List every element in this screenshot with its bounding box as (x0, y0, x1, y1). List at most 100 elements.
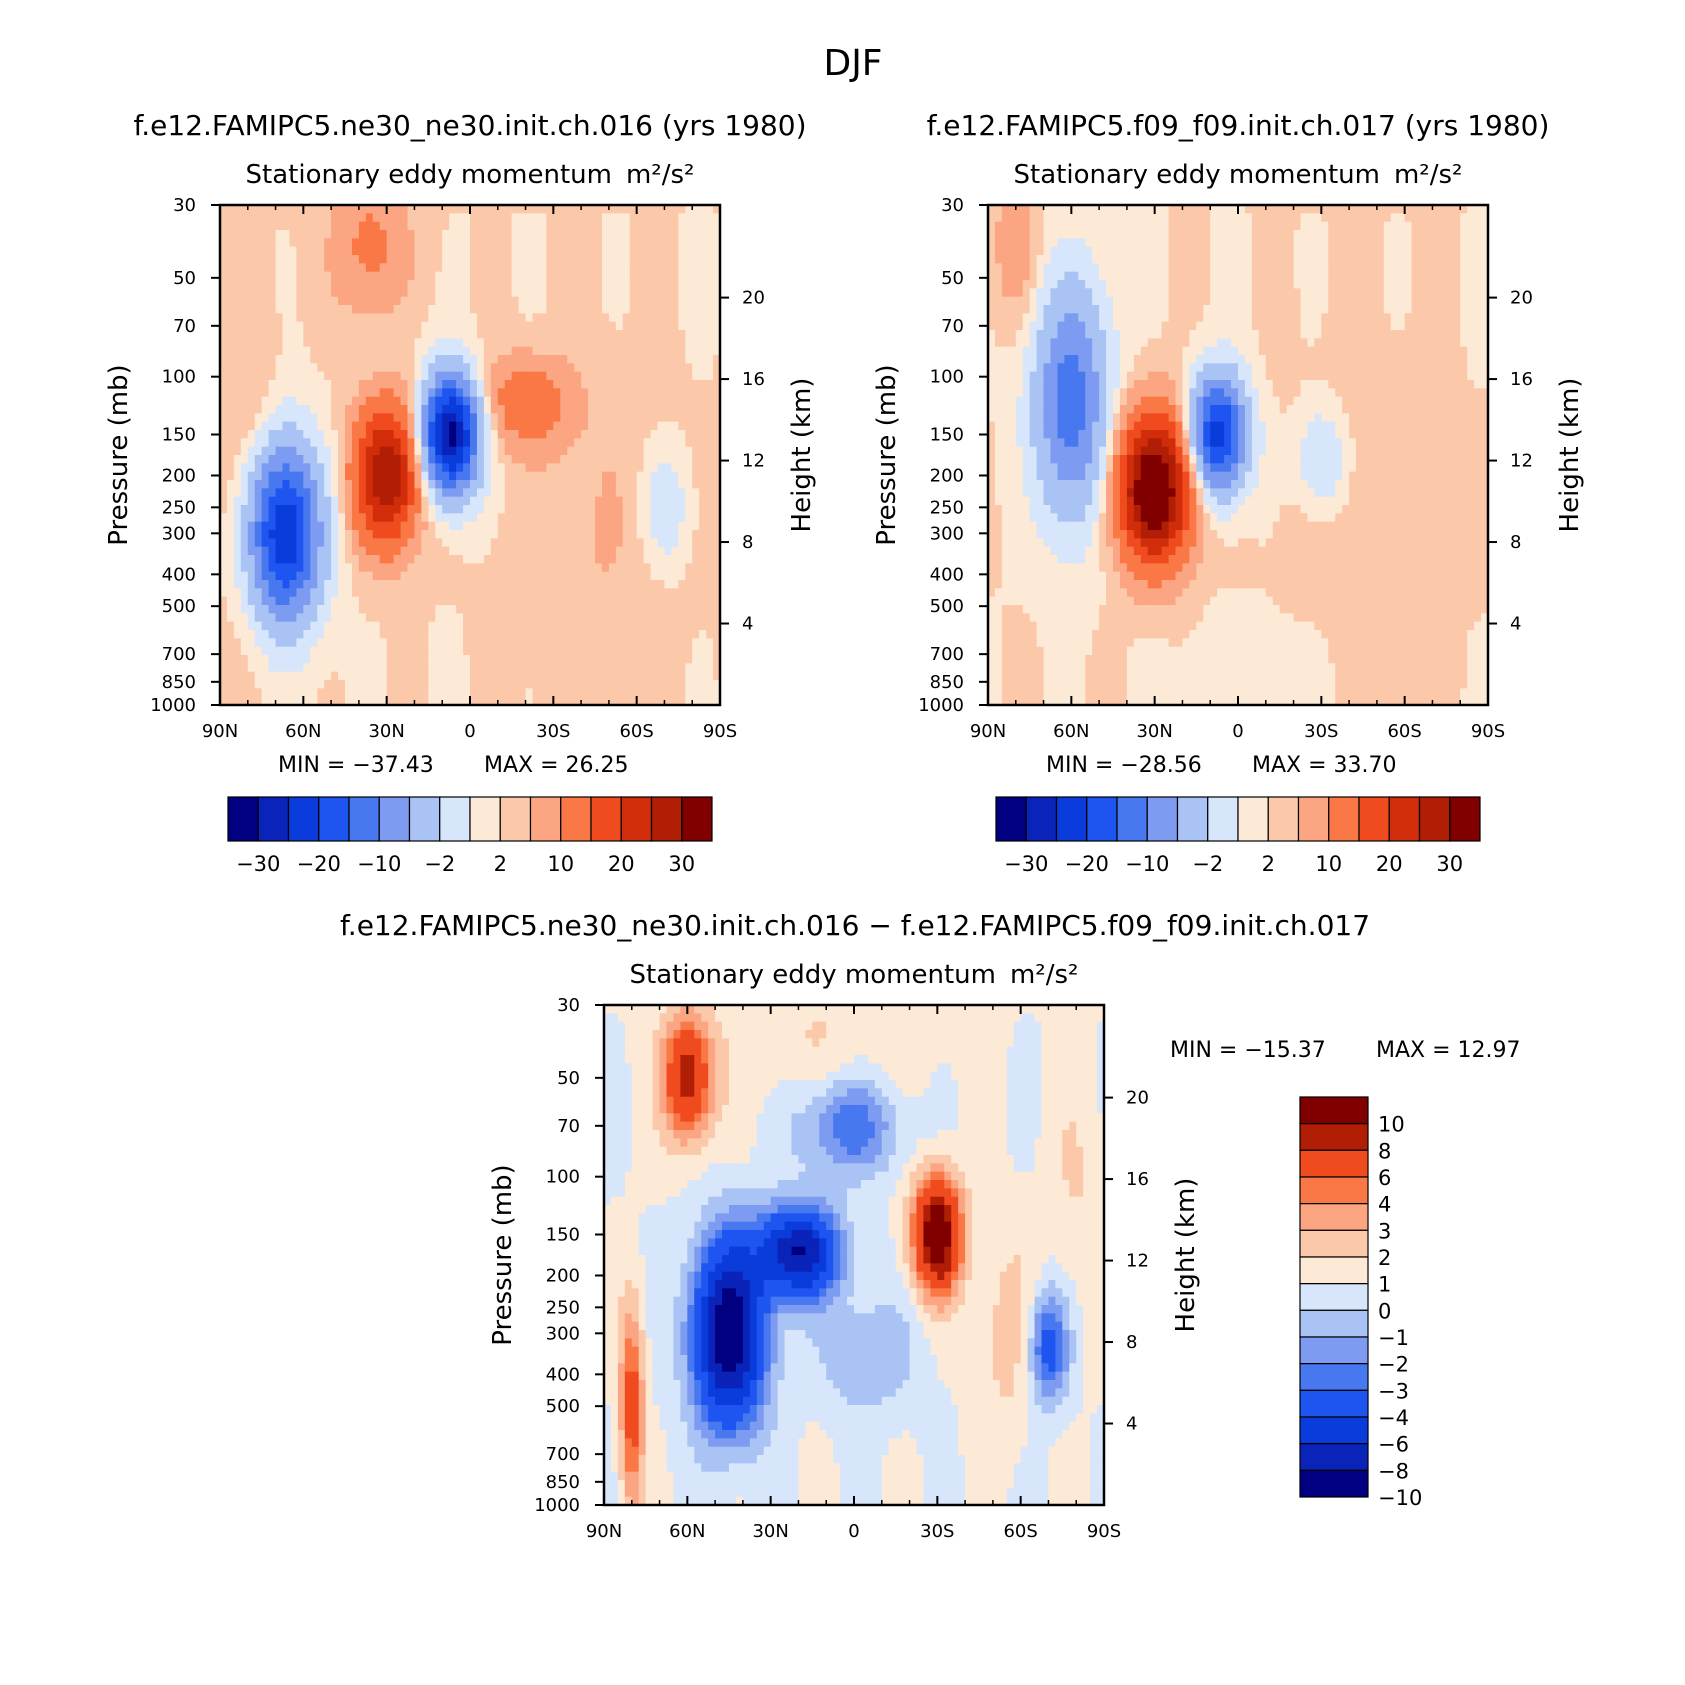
field-cell (296, 546, 304, 556)
field-cell (428, 688, 436, 698)
field-cell (567, 213, 575, 223)
y-tick-label: 100 (162, 367, 196, 388)
field-cell (1043, 663, 1052, 673)
field-cell (470, 246, 478, 256)
field-cell (706, 638, 714, 648)
field-cell (546, 246, 554, 256)
field-cell (310, 446, 318, 456)
field-cell (601, 321, 610, 331)
field-cell (268, 521, 277, 531)
field-cell (650, 663, 659, 673)
field-cell (525, 388, 534, 398)
field-cell (449, 505, 457, 514)
field-cell (643, 321, 652, 331)
field-cell (581, 380, 589, 389)
field-cell (525, 655, 534, 664)
field-cell (1001, 605, 1010, 614)
field-cell (372, 205, 381, 214)
field-cell (268, 463, 277, 473)
field-cell (567, 246, 575, 256)
field-cell (456, 263, 464, 273)
field-cell (525, 563, 534, 573)
field-cell (289, 663, 297, 673)
field-cell (233, 671, 242, 681)
field-cell (678, 488, 686, 498)
field-cell (511, 680, 520, 689)
field-cell (1036, 230, 1045, 239)
field-cell (400, 546, 409, 556)
field-cell (400, 263, 409, 273)
field-cell (504, 363, 513, 373)
field-cell (463, 438, 471, 448)
field-cell (532, 330, 541, 339)
field-cell (303, 480, 311, 489)
field-cell (518, 238, 527, 248)
field-cell (664, 438, 672, 448)
field-cell (664, 630, 672, 639)
field-cell (608, 346, 617, 356)
field-cell (449, 471, 457, 481)
field-cell (629, 588, 638, 598)
field-cell (296, 405, 304, 414)
field-cell (289, 621, 297, 631)
field-cell (1036, 446, 1045, 456)
field-cell (657, 671, 666, 681)
field-cell (435, 413, 443, 423)
field-cell (615, 580, 624, 589)
field-cell (1008, 663, 1017, 673)
field-cell (713, 496, 720, 506)
field-cell (567, 396, 575, 406)
field-cell (338, 388, 346, 398)
field-cell (289, 546, 297, 556)
field-cell (233, 613, 242, 623)
field-cell (476, 463, 485, 473)
field-cell (643, 263, 652, 273)
field-cell (345, 496, 353, 506)
field-cell (650, 696, 659, 705)
field-cell (994, 696, 1003, 705)
field-cell (449, 605, 457, 614)
field-cell (372, 605, 381, 614)
field-cell (476, 671, 485, 681)
field-cell (595, 338, 603, 348)
field-cell (615, 321, 624, 331)
field-cell (1029, 296, 1038, 306)
y-tick-label: 400 (162, 564, 196, 585)
field-cell (622, 321, 631, 331)
field-cell (678, 505, 686, 514)
field-cell (546, 230, 554, 239)
field-cell (518, 480, 527, 489)
field-cell (657, 271, 666, 281)
field-cell (532, 505, 541, 514)
field-cell (608, 588, 617, 598)
field-cell (608, 455, 617, 464)
field-cell (532, 463, 541, 473)
field-cell (421, 530, 429, 539)
field-cell (615, 346, 624, 356)
field-cell (497, 221, 506, 231)
field-cell (608, 413, 617, 423)
field-cell (671, 305, 679, 314)
field-cell (303, 663, 311, 673)
field-cell (282, 230, 291, 239)
field-cell (636, 388, 645, 398)
field-cell (470, 396, 478, 406)
field-cell (226, 671, 235, 681)
field-cell (622, 480, 631, 489)
field-cell (1001, 296, 1010, 306)
field-cell (608, 696, 617, 705)
field-cell (525, 530, 534, 539)
field-cell (1022, 296, 1031, 306)
field-cell (220, 205, 228, 214)
field-cell (456, 421, 464, 431)
field-cell (351, 213, 360, 223)
field-cell (303, 521, 311, 531)
field-cell (567, 638, 575, 648)
field-cell (553, 596, 561, 606)
field-cell (345, 580, 353, 589)
field-cell (636, 263, 645, 273)
field-cell (345, 405, 353, 414)
field-cell (490, 496, 499, 506)
field-cell (504, 388, 513, 398)
field-cell (379, 496, 388, 506)
